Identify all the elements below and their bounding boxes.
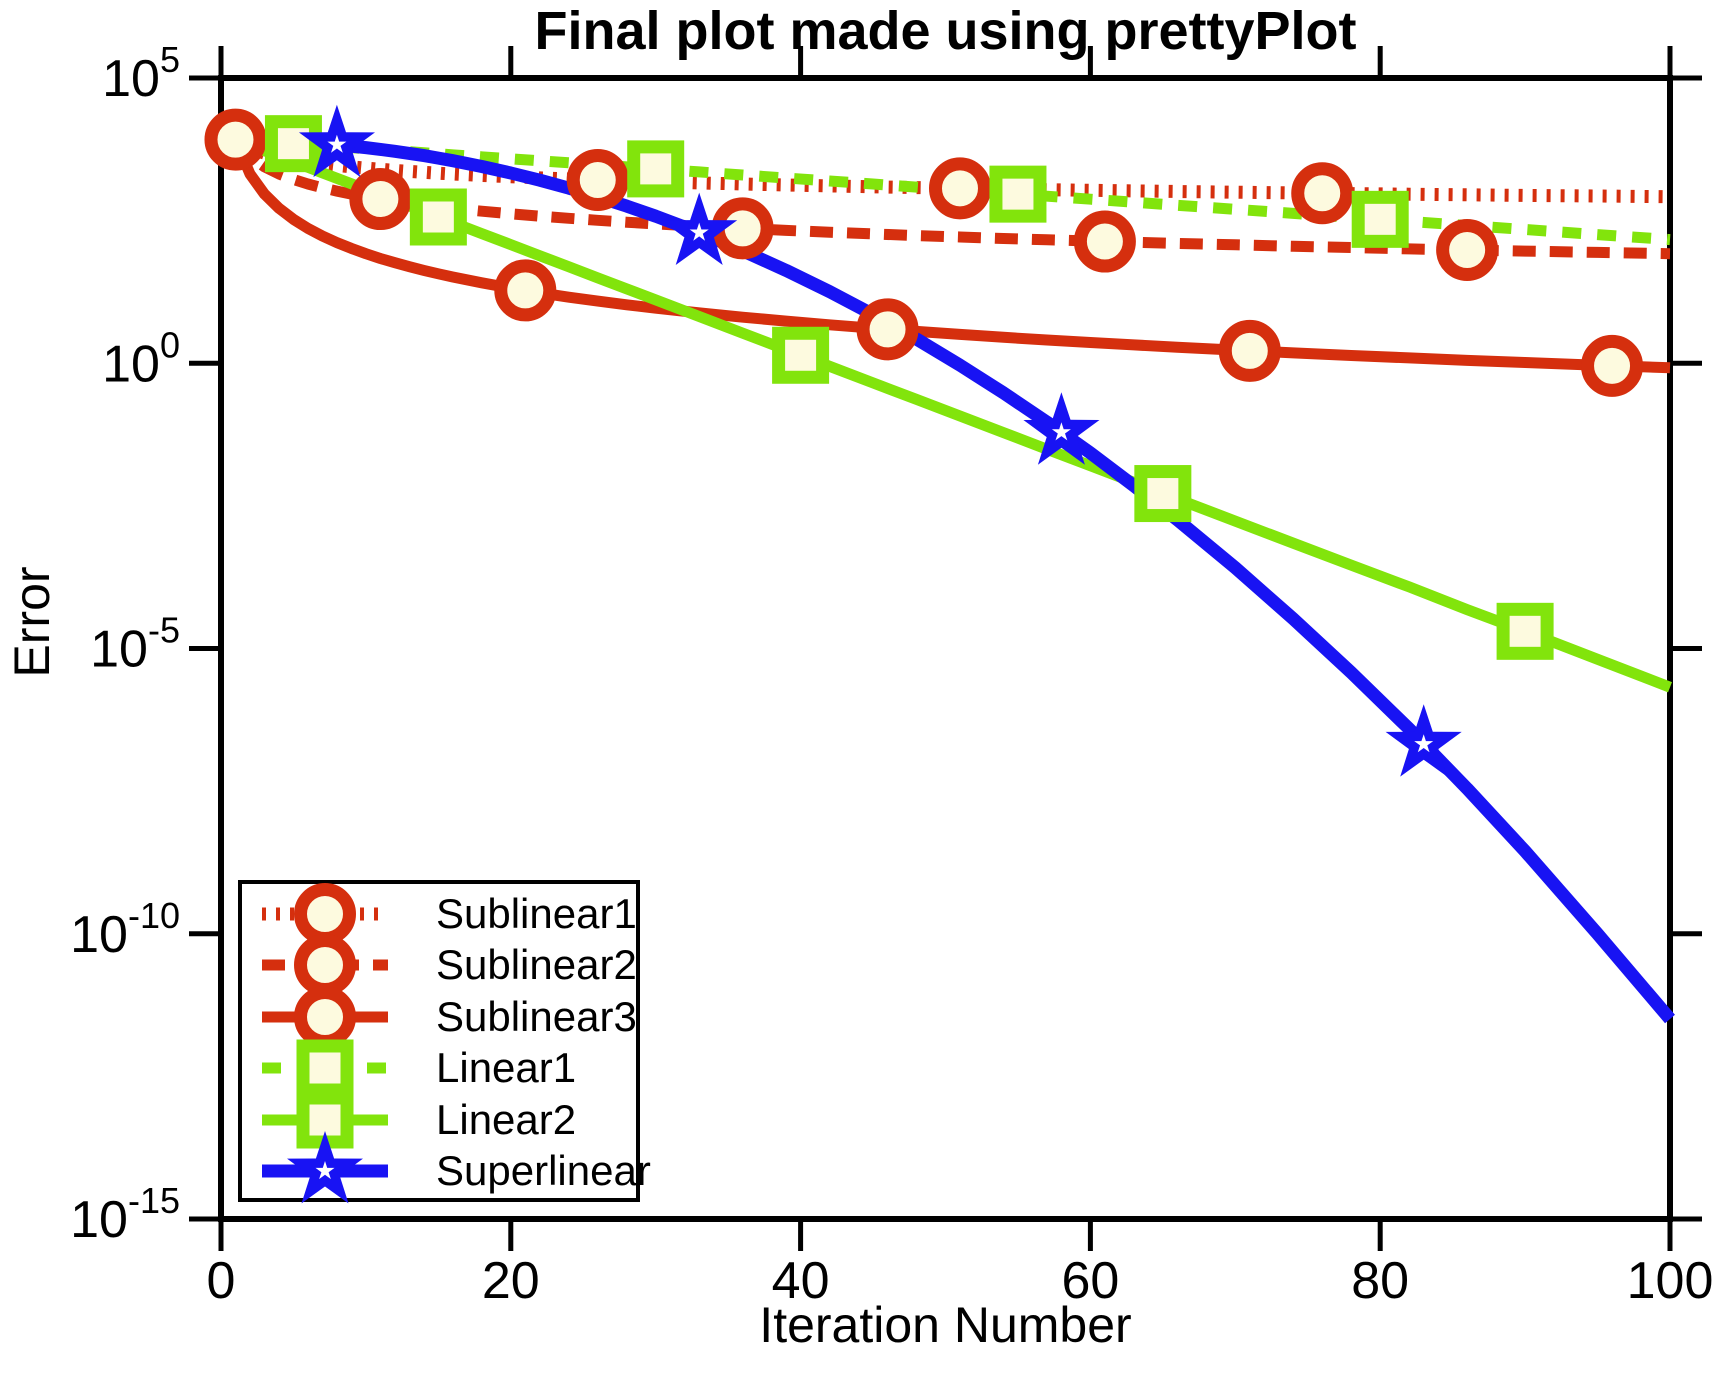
- marker-superlinear-33-star-marker-center: [689, 222, 709, 241]
- x-axis-label: Iteration Number: [759, 1297, 1132, 1353]
- legend-sample-linear1: [262, 1039, 388, 1097]
- chart-title: Final plot made using prettyPlot: [534, 1, 1357, 61]
- legend-sample-sublinear2: [262, 934, 388, 997]
- legend-label-linear1: Linear1: [436, 1044, 577, 1092]
- legend-label-superlinear: Superlinear: [436, 1147, 651, 1195]
- legend: Sublinear1 Sublinear2 Sublinear3 Linear1…: [238, 880, 651, 1204]
- marker-linear2-40-square-marker: [772, 326, 830, 384]
- marker-sublinear1-76-circle-marker: [1291, 162, 1354, 225]
- series-line-linear1: [235, 134, 1671, 246]
- y-tick-label-10e5: 105: [102, 39, 180, 108]
- marker-sublinear1-26-circle-marker: [566, 148, 629, 211]
- marker-linear2-15-square-marker: [409, 188, 467, 246]
- legend-sample-linear2: [262, 1091, 388, 1149]
- marker-linear1-55-square-marker: [989, 165, 1047, 223]
- marker-sublinear2-61-circle-marker: [1073, 210, 1136, 273]
- legend-sample-sublinear1: [262, 882, 388, 945]
- marker-superlinear-58-star-marker-center: [1051, 422, 1071, 441]
- marker-linear1-30-square-marker: [627, 140, 685, 198]
- marker-sublinear1-1-circle-marker: [204, 108, 267, 171]
- series-line-linear2: [233, 134, 1672, 693]
- legend-sample-superlinear: [262, 1131, 388, 1204]
- legend-item-linear1: Linear1: [242, 1039, 636, 1097]
- legend-item-linear2: Linear2: [242, 1091, 636, 1149]
- marker-superlinear-8-star-marker-center: [327, 134, 347, 153]
- y-tick-label-10e-15: 10-15: [70, 1180, 180, 1249]
- x-tick-label-20: 20: [482, 1252, 540, 1310]
- marker-sublinear2-11-circle-marker: [349, 168, 412, 231]
- x-tick-label-60: 60: [1061, 1252, 1119, 1310]
- legend-marker-superlinear-star-marker-center: [315, 1161, 335, 1180]
- marker-sublinear1-51-circle-marker: [928, 157, 991, 220]
- legend-marker-sublinear3-circle-marker: [294, 985, 356, 1048]
- legend-marker-sublinear2-circle-marker: [294, 934, 356, 997]
- y-tick-label-10e-10: 10-10: [70, 895, 180, 964]
- legend-item-sublinear2: Sublinear2: [242, 934, 637, 997]
- marker-sublinear3-21-circle-marker: [494, 259, 557, 322]
- legend-sample-sublinear3: [262, 985, 388, 1048]
- marker-linear2-65-square-marker: [1134, 465, 1192, 523]
- x-tick-label-0: 0: [207, 1252, 236, 1310]
- y-tick-label-10e0: 100: [102, 324, 180, 393]
- legend-item-superlinear: Superlinear: [242, 1131, 651, 1204]
- marker-linear1-5-square-marker: [264, 115, 322, 173]
- x-tick-label-40: 40: [772, 1252, 830, 1310]
- legend-marker-sublinear1-circle-marker: [294, 882, 356, 945]
- marker-superlinear-83-star-marker-center: [1414, 734, 1434, 753]
- legend-marker-linear1-square-marker: [296, 1039, 354, 1097]
- y-tick-label-10e-5: 10-5: [90, 610, 180, 679]
- marker-linear1-80-square-marker: [1351, 190, 1409, 248]
- marker-sublinear3-96-circle-marker: [1581, 334, 1644, 397]
- marker-sublinear2-86-circle-marker: [1436, 218, 1499, 281]
- marker-linear2-90-square-marker: [1496, 602, 1554, 660]
- legend-label-sublinear2: Sublinear2: [436, 941, 637, 989]
- x-tick-label-100: 100: [1627, 1252, 1713, 1310]
- legend-label-linear2: Linear2: [436, 1095, 577, 1143]
- marker-sublinear3-71-circle-marker: [1218, 319, 1281, 382]
- legend-item-sublinear3: Sublinear3: [242, 985, 637, 1048]
- x-tick-label-80: 80: [1351, 1252, 1409, 1310]
- y-axis-label: Error: [4, 566, 60, 678]
- marker-sublinear3-46-circle-marker: [856, 298, 919, 361]
- legend-label-sublinear3: Sublinear3: [436, 992, 637, 1040]
- series-line-sublinear2: [231, 136, 1671, 260]
- legend-label-sublinear1: Sublinear1: [436, 889, 637, 937]
- legend-item-sublinear1: Sublinear1: [242, 882, 637, 945]
